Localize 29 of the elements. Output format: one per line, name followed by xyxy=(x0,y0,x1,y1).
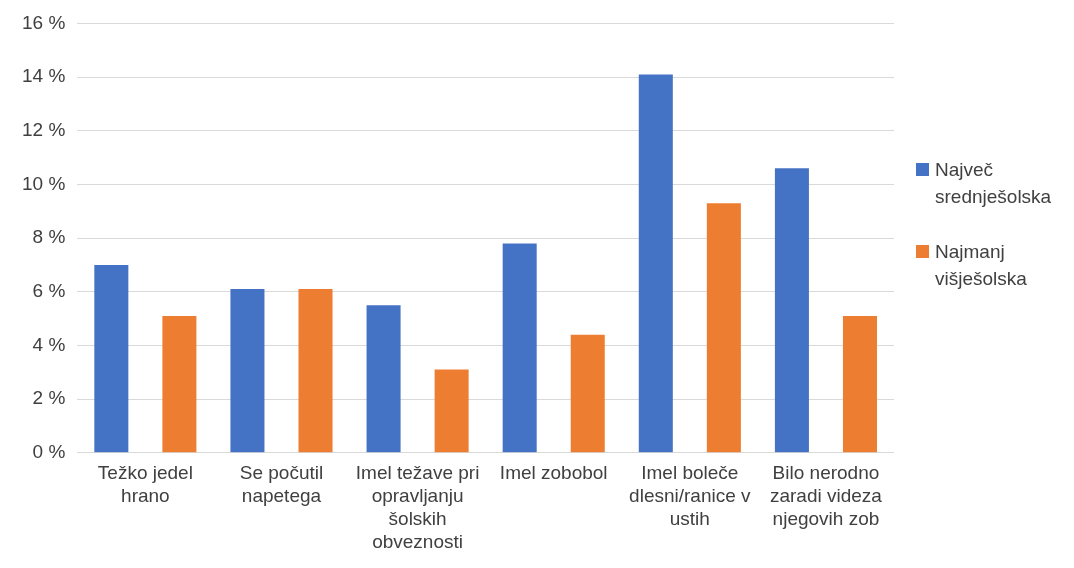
legend-label: Največ srednješolska xyxy=(935,158,1053,210)
y-tick-label: 10 % xyxy=(21,172,66,194)
y-tick-label: 6 % xyxy=(32,280,66,302)
bar xyxy=(638,74,673,453)
bar xyxy=(298,289,333,453)
y-tick-label: 4 % xyxy=(32,333,66,355)
bar xyxy=(162,315,197,453)
y-tick-label: 8 % xyxy=(32,226,66,248)
legend-label: Najmanj višješolska xyxy=(935,240,1028,292)
x-tick-label: Težko jedel hrano xyxy=(97,462,193,507)
y-tick-label: 14 % xyxy=(21,65,66,87)
bar xyxy=(502,243,537,453)
bar xyxy=(94,264,129,453)
bar xyxy=(706,203,741,453)
bar xyxy=(434,369,469,453)
y-tick-label: 16 % xyxy=(21,11,66,33)
bar xyxy=(842,315,877,453)
y-tick-label: 0 % xyxy=(32,441,66,463)
y-tick-label: 12 % xyxy=(21,118,66,140)
y-tick-label: 2 % xyxy=(32,387,66,409)
x-tick-label: Imel boleče dlesni/ranice v ustih xyxy=(629,462,752,530)
x-tick-label: Bilo nerodno zaradi videza njegovih zob xyxy=(769,462,883,530)
bar xyxy=(570,334,605,453)
x-tick-label: Imel zobobol xyxy=(499,462,608,484)
x-tick-label: Imel težave pri opravljanju šolskih obveznosti xyxy=(355,462,480,552)
bar xyxy=(230,289,265,453)
x-tick-label: Se počutil napetega xyxy=(239,462,324,507)
bar xyxy=(366,305,401,453)
bar xyxy=(774,168,809,453)
